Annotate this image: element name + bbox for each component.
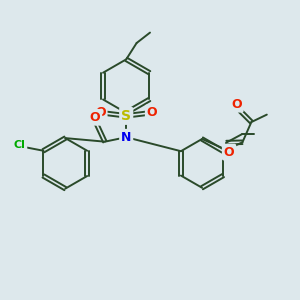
Text: Cl: Cl bbox=[14, 140, 26, 150]
Text: O: O bbox=[224, 146, 234, 159]
Text: O: O bbox=[231, 98, 242, 111]
Text: O: O bbox=[95, 106, 106, 119]
Text: S: S bbox=[121, 109, 131, 123]
Text: N: N bbox=[121, 131, 131, 144]
Text: O: O bbox=[147, 106, 158, 119]
Text: O: O bbox=[90, 111, 100, 124]
